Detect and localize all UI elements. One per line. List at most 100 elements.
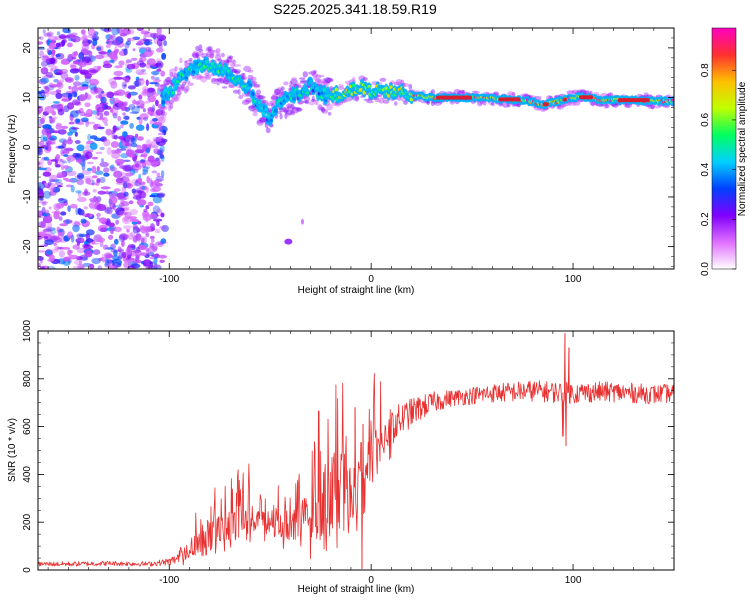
heatmap-halo-cell [286,107,290,113]
heatmap-noise-cell [156,47,164,53]
heatmap-noise-cell [109,222,115,227]
heatmap-noise-cell [111,39,122,46]
heatmap-noise-cell [156,208,163,214]
heatmap-noise-cell [100,96,107,104]
heatmap-noise-cell [90,199,100,204]
heatmap-noise-cell [57,129,67,135]
heatmap-halo-cell [205,74,212,80]
heatmap-noise-cell [155,99,159,107]
heatmap-halo-cell [511,104,516,107]
heatmap-noise-cell [157,132,165,136]
heatmap-halo-cell [243,65,252,72]
heatmap-noise-cell [42,124,52,130]
heatmap-noise-cell [103,167,110,174]
heatmap-noise-cell [77,209,85,216]
heatmap-noise-cell [86,121,96,125]
heatmap-noise-cell [143,151,147,160]
heatmap-noise-cell [139,113,149,120]
heatmap-noise-cell [141,143,147,151]
heatmap-halo-cell [252,111,258,117]
heatmap-ridge-core [322,87,327,92]
heatmap-noise-cell [63,147,74,152]
heatmap-halo-cell [366,100,374,104]
heatmap-noise-cell [145,205,150,210]
heatmap-halo-cell [228,84,234,88]
heatmap-noise-cell [102,116,108,124]
heatmap-noise-cell [72,152,79,158]
heatmap-halo-cell [166,79,173,85]
heatmap-noise-cell [65,184,73,188]
heatmap-noise-cell [50,235,60,241]
heatmap-noise-cell [71,56,77,60]
heatmap-halo-cell [323,78,327,81]
heatmap-noise-cell [72,244,80,250]
heatmap-halo-cell [172,97,180,102]
heatmap-noise-cell [161,224,170,233]
heatmap-noise-cell [69,36,77,39]
heatmap-noise-cell [117,246,122,253]
snr-y-tick-label: 200 [22,513,33,530]
heatmap-halo-cell [248,105,256,112]
heatmap-noise-cell [38,182,46,190]
heatmap-noise-cell [108,196,118,205]
heatmap-noise-cell [106,207,111,214]
heatmap-noise-cell [71,127,80,130]
heatmap-noise-cell [128,104,136,110]
heatmap-halo-cell [227,55,232,59]
heatmap-noise-cell [140,103,145,110]
heatmap-noise-cell [62,149,66,154]
heatmap-noise-cell [109,98,115,102]
heatmap-noise-cell [54,103,64,109]
heatmap-noise-cell [140,252,147,256]
heatmap-noise-cell [60,144,66,149]
heatmap-noise-cell [145,79,149,86]
heatmap-halo-cell [291,107,300,114]
heatmap-halo-cell [185,59,193,64]
heatmap-halo-cell [253,83,261,88]
heatmap-noise-cell [72,224,80,233]
heatmap-noise-cell [80,218,87,224]
heatmap-halo-cell [204,75,210,79]
heatmap-noise-cell [149,194,157,198]
heatmap-noise-cell [144,100,151,104]
heatmap-noise-cell [96,166,100,172]
heatmap-noise-cell [97,126,105,130]
heatmap-halo-cell [243,99,252,105]
heatmap-noise-cell [153,264,161,268]
heatmap-noise-cell [136,228,141,233]
heatmap-noise-cell [90,242,99,245]
heatmap-ridge-core [305,91,310,95]
heatmap-halo-cell [191,53,200,58]
figure-title: S225.2025.341.18.59.R19 [273,1,437,17]
heatmap-halo-cell [199,75,205,79]
heatmap-isolated-blob [300,218,304,225]
heatmap-noise-cell [38,221,46,228]
heatmap-noise-cell [43,236,49,239]
heatmap-noise-cell [135,69,144,75]
heatmap-halo-cell [521,93,529,97]
heatmap-halo-cell [253,93,261,97]
heatmap-noise-cell [136,259,142,264]
heatmap-noise-cell [38,146,43,154]
heatmap-noise-cell [48,174,59,180]
heatmap-noise-cell [106,38,110,44]
heatmap-noise-cell [39,197,44,201]
heatmap-noise-cell [95,95,101,99]
heatmap-noise-cell [110,54,118,60]
heatmap-halo-cell [362,77,368,81]
heatmap-noise-cell [159,115,167,119]
heatmap-halo-cell [319,106,324,110]
heatmap-halo-cell [295,107,303,113]
heatmap-halo-cell [255,94,262,98]
heatmap-noise-cell [58,34,67,39]
heatmap-noise-cell [127,232,134,240]
heatmap-noise-cell [150,141,157,147]
heatmap-noise-cell [100,158,104,163]
heatmap-noise-cell [64,77,74,83]
heatmap-noise-cell [61,202,65,207]
heatmap-halo-cell [643,92,649,98]
heatmap-noise-cell [94,137,102,142]
heatmap-halo-cell [183,88,188,94]
heatmap-halo-cell [235,70,240,75]
heatmap-noise-cell [80,29,86,35]
